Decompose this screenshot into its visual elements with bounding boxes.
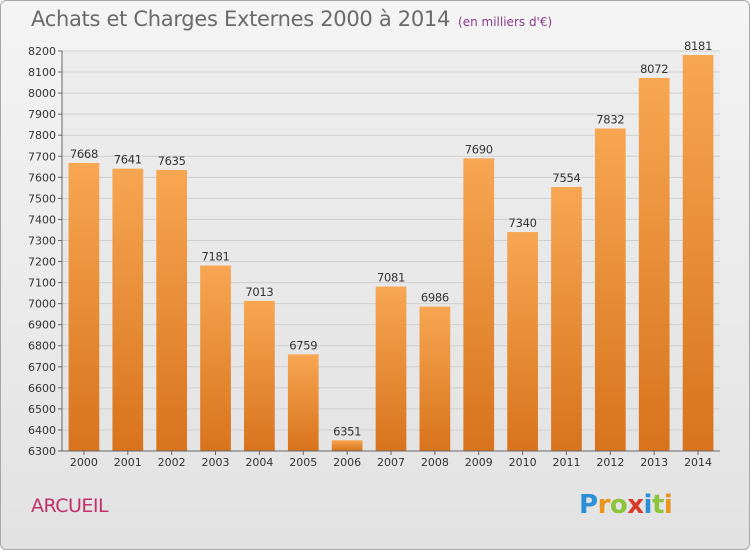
data-label-2004: 7013 [245,285,273,299]
data-label-2006: 6351 [333,424,361,438]
logo-letter: t [651,490,664,520]
y-tick-label: 7800 [28,129,56,142]
y-tick-label: 8100 [28,66,56,79]
data-label-2014: 8181 [684,39,712,53]
y-tick-label: 7000 [28,298,56,311]
bar-2011 [551,187,582,451]
data-label-2012: 7832 [596,112,624,126]
data-label-2002: 7635 [158,154,186,168]
data-label-2008: 6986 [421,291,449,305]
y-tick-label: 6900 [28,319,56,332]
bar-2007 [375,286,407,451]
x-tick-label-2008: 2008 [421,456,449,469]
bar-2004 [244,300,275,451]
x-tick-label-2001: 2001 [114,456,142,469]
bar-2000 [68,163,100,451]
x-tick-label-2009: 2009 [465,456,493,469]
data-label-2010: 7340 [509,216,537,230]
bar-2009 [463,158,495,452]
logo-letter: r [597,490,611,520]
y-axis: 6300 6400 6500 6600 6700 6800 6900 7000 7100 7200… [28,45,63,458]
bar-2013 [638,77,670,452]
data-label-2013: 8072 [640,62,668,76]
y-tick-label: 6300 [28,445,56,458]
y-tick-label: 7900 [28,108,56,121]
data-label-2005: 6759 [289,338,317,352]
x-tick-label-2011: 2011 [552,456,580,469]
y-tick-label: 6700 [28,361,56,374]
bar-2003 [200,265,231,451]
x-tick-label-2013: 2013 [640,456,668,469]
bar-2005 [287,354,319,451]
proxiti-logo[interactable]: Proxiti [579,490,673,520]
data-label-2007: 7081 [377,271,405,285]
y-tick-label: 6800 [28,340,56,353]
y-tick-label: 6400 [28,424,56,437]
chart-title-text: Achats et Charges Externes 2000 à 2014 [31,7,451,31]
y-tick-label: 8200 [28,45,56,58]
x-tick-label-2000: 2000 [70,456,98,469]
data-label-2003: 7181 [201,250,229,264]
bar-2010 [507,232,538,451]
y-tick-label: 7200 [28,256,56,269]
x-tick-label-2014: 2014 [684,456,712,469]
x-tick-label-2005: 2005 [289,456,317,469]
y-tick-label: 7700 [28,150,56,163]
bar-2012 [594,128,626,451]
data-label-2001: 7641 [114,153,142,167]
x-tick-label-2006: 2006 [333,456,361,469]
x-tick-label-2002: 2002 [158,456,186,469]
bar-2008 [419,306,451,451]
data-labels-group: 7668 7641 7635 7181 7013 6759 6351 7081 6986 7690… [70,39,713,438]
y-tick-label: 7300 [28,234,56,247]
y-tick-label: 7600 [28,171,56,184]
y-tick-label: 7500 [28,192,56,205]
y-tick-label: 7400 [28,213,56,226]
logo-letter: x [627,490,644,520]
data-label-2011: 7554 [552,171,580,185]
x-tick-label-2010: 2010 [509,456,537,469]
logo-letter: i [643,490,653,520]
bar-2014 [682,55,714,451]
data-label-2000: 7668 [70,147,98,161]
y-tick-label: 6500 [28,403,56,416]
chart-title: Achats et Charges Externes 2000 à 2014 (e… [31,7,552,31]
y-tick-label: 6600 [28,382,56,395]
x-axis: 2000 2001 2002 2003 2004 2005 2006 2007 2008 2009… [62,450,720,469]
bars-group [68,55,714,452]
x-tick-label-2007: 2007 [377,456,405,469]
x-tick-label-2012: 2012 [596,456,624,469]
y-tick-label: 8000 [28,87,56,100]
data-label-2009: 7690 [465,142,493,156]
city-label: ARCUEIL [31,495,109,517]
bar-2002 [156,169,188,451]
logo-letter: i [663,490,673,520]
y-tick-label: 7100 [28,277,56,290]
x-tick-label-2004: 2004 [245,456,273,469]
logo-letter: o [609,490,628,520]
logo-letter: P [579,490,598,520]
chart-subtitle: (en milliers d'€) [458,15,553,29]
bar-2001 [112,168,144,451]
bar-2006 [331,440,363,451]
x-tick-label-2003: 2003 [202,456,230,469]
